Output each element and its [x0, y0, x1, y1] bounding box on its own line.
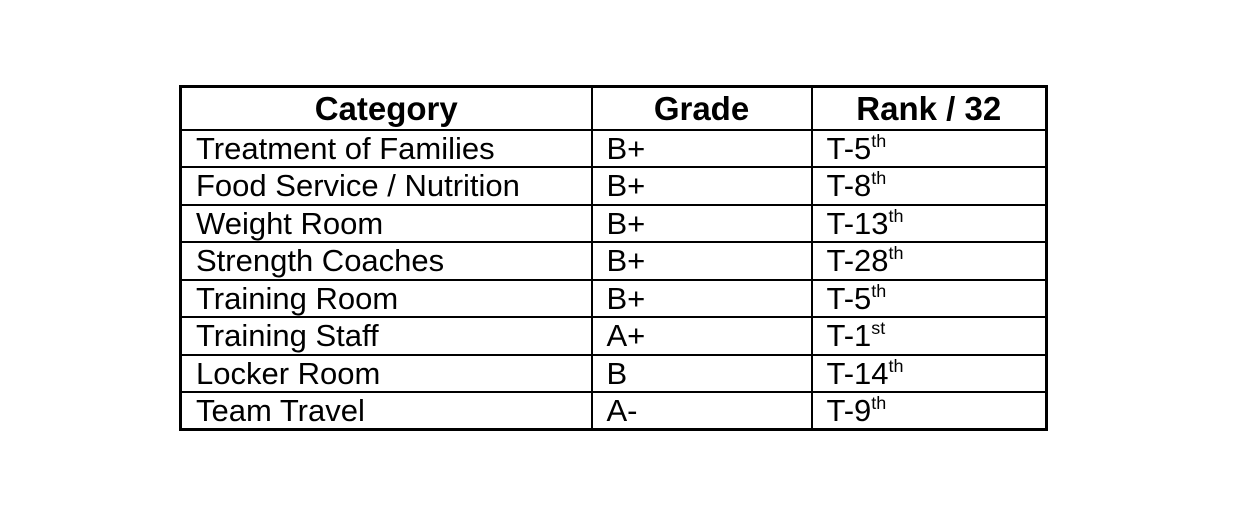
- grade-cell: A+: [590, 316, 813, 356]
- table-row: Weight Room B+ T-13th: [179, 203, 1048, 243]
- rank-ordinal-suffix: th: [871, 168, 887, 189]
- rank-value: T-14: [826, 355, 889, 391]
- category-cell: Locker Room: [179, 353, 593, 393]
- rank-ordinal-suffix: th: [888, 205, 904, 226]
- category-cell: Team Travel: [179, 391, 593, 431]
- rank-cell: T-8th: [810, 166, 1048, 206]
- table-row: Locker Room B T-14th: [179, 353, 1048, 393]
- grade-cell: A-: [590, 391, 813, 431]
- category-cell: Weight Room: [179, 203, 593, 243]
- rank-value: T-5: [826, 280, 872, 316]
- rank-value: T-5: [826, 130, 872, 166]
- header-grade: Grade: [590, 85, 813, 131]
- category-cell: Strength Coaches: [179, 241, 593, 281]
- rank-ordinal-suffix: th: [888, 355, 904, 376]
- header-category: Category: [179, 85, 593, 131]
- rank-value: T-13: [826, 205, 889, 241]
- table-row: Treatment of Families B+ T-5th: [179, 128, 1048, 168]
- rank-ordinal-suffix: th: [871, 130, 887, 151]
- rank-cell: T-5th: [810, 128, 1048, 168]
- table-row: Training Staff A+ T-1st: [179, 316, 1048, 356]
- category-cell: Food Service / Nutrition: [179, 166, 593, 206]
- grade-cell: B+: [590, 166, 813, 206]
- table-row: Food Service / Nutrition B+ T-8th: [179, 166, 1048, 206]
- rank-value: T-8: [826, 168, 872, 204]
- rank-cell: T-9th: [810, 391, 1048, 431]
- rank-ordinal-suffix: th: [888, 243, 904, 264]
- rank-cell: T-13th: [810, 203, 1048, 243]
- header-rank: Rank / 32: [810, 85, 1048, 131]
- rank-value: T-9: [826, 393, 872, 428]
- rank-ordinal-suffix: st: [871, 318, 886, 339]
- rank-cell: T-14th: [810, 353, 1048, 393]
- grade-cell: B+: [590, 241, 813, 281]
- category-cell: Training Staff: [179, 316, 593, 356]
- rank-ordinal-suffix: th: [871, 280, 887, 301]
- header-row: Category Grade Rank / 32: [179, 85, 1048, 131]
- table-row: Team Travel A- T-9th: [179, 391, 1048, 431]
- rank-value: T-28: [826, 243, 889, 279]
- table-row: Strength Coaches B+ T-28th: [179, 241, 1048, 281]
- grade-cell: B: [590, 353, 813, 393]
- grade-cell: B+: [590, 203, 813, 243]
- rank-cell: T-5th: [810, 278, 1048, 318]
- rank-ordinal-suffix: th: [871, 392, 887, 413]
- table-row: Training Room B+ T-5th: [179, 278, 1048, 318]
- grade-cell: B+: [590, 278, 813, 318]
- rank-cell: T-28th: [810, 241, 1048, 281]
- report-card-table: Category Grade Rank / 32 Treatment of Fa…: [179, 85, 1048, 431]
- category-cell: Training Room: [179, 278, 593, 318]
- rank-value: T-1: [826, 318, 872, 354]
- category-cell: Treatment of Families: [179, 128, 593, 168]
- grade-cell: B+: [590, 128, 813, 168]
- rank-cell: T-1st: [810, 316, 1048, 356]
